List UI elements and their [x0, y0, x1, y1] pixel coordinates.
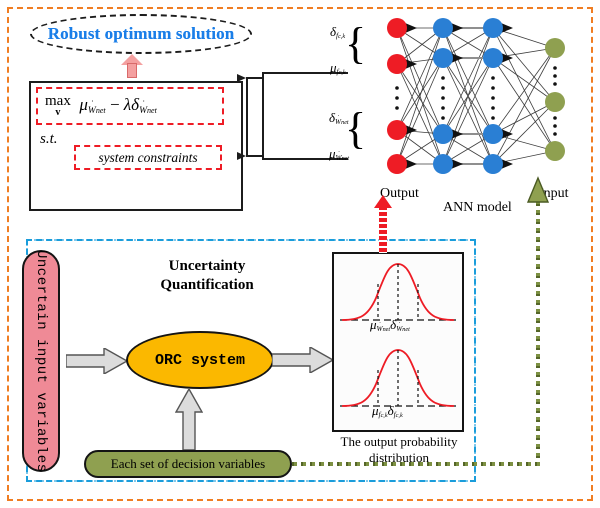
- ann-hidden2-nodes: [483, 18, 503, 174]
- ann-hidden1-nodes: [433, 18, 453, 174]
- uncertainty-quantification-title: Uncertainty Quantification: [132, 257, 282, 295]
- uncertain-input-variables-label: Uncertain input variables: [33, 249, 49, 473]
- uncertain-input-variables-box: Uncertain input variables: [22, 250, 60, 472]
- ann-arrowheads: [405, 23, 513, 169]
- arrow-orc-to-distribution: [271, 345, 335, 378]
- arrow-to-title: [121, 54, 143, 78]
- ann-svg: [387, 18, 565, 174]
- label-mu-wnet: μWnet: [329, 146, 349, 162]
- connector-arrow-line-top: [246, 77, 264, 79]
- distribution-caption-line1: The output probability: [340, 434, 458, 449]
- decision-variables-label: Each set of decision variables: [110, 456, 266, 471]
- outer-dashed-frame: [7, 7, 593, 501]
- distribution-caption-line2: distribution: [369, 449, 429, 465]
- label-delta-wnet: δWnet: [329, 110, 349, 126]
- page-title: Robust optimum solution: [47, 24, 235, 43]
- brace-upper: {: [345, 19, 367, 68]
- arrowhead-bottom: [237, 152, 246, 160]
- ann-model-graphic: [385, 6, 585, 186]
- decision-variables-box: Each set of decision variables: [84, 450, 292, 478]
- orc-system-label: ORC system: [154, 351, 245, 369]
- connector-vertical-inner: [246, 77, 248, 157]
- arrow-decisions-to-orc: [174, 387, 204, 456]
- arrow-decisions-to-input: [280, 170, 550, 470]
- subject-to-label: s.t.: [40, 131, 58, 147]
- system-constraints-label: system constraints: [98, 149, 198, 165]
- orc-system-node: ORC system: [126, 331, 274, 389]
- distribution-curve-fck: [340, 349, 456, 407]
- uq-title-line1: Uncertainty: [168, 258, 246, 274]
- connector-arrow-line-bottom: [246, 155, 264, 157]
- connector-bottom-horizontal: [262, 158, 348, 160]
- ann-model-label: ANN model: [443, 200, 512, 215]
- ann-output-nodes: [387, 18, 407, 174]
- distribution-caption: The output probability distribution: [324, 434, 474, 465]
- dist-label-fck: μfc,kδfc,k: [372, 403, 403, 420]
- connector-top-horizontal: [262, 72, 348, 74]
- arrow-inputs-to-orc: [65, 346, 129, 379]
- arrowhead-top: [237, 74, 246, 82]
- brace-lower: {: [345, 104, 367, 153]
- label-delta-fck: δfc,k: [330, 24, 346, 41]
- ann-edges: [396, 27, 556, 165]
- ann-input-nodes: [545, 38, 565, 161]
- label-mu-fck: μfc,k: [330, 60, 346, 77]
- output-distribution-panel: [332, 252, 464, 432]
- dist-label-wnet: μWnetδWnet: [370, 317, 410, 333]
- uq-title-line2: Quantification: [160, 276, 254, 293]
- system-constraints-box: system constraints: [74, 145, 222, 170]
- arrow-distribution-to-output: [374, 195, 392, 253]
- robust-optimum-solution-ellipse: Robust optimum solution: [30, 14, 252, 54]
- connector-vertical-outer: [262, 72, 264, 160]
- ann-ellipsis-dots: [395, 66, 557, 136]
